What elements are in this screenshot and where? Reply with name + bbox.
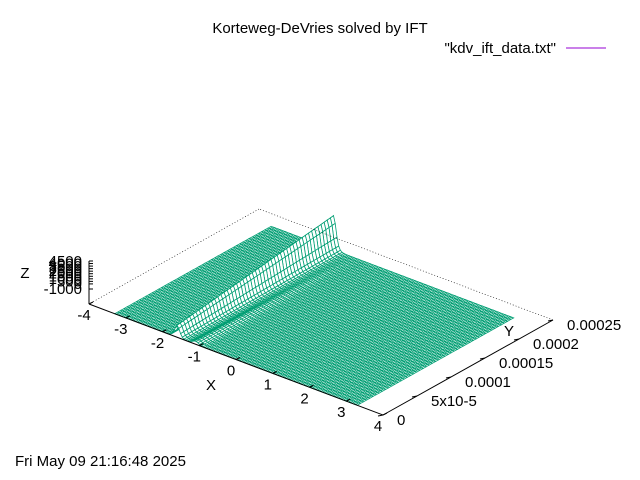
legend-label: "kdv_ift_data.txt"	[444, 40, 556, 57]
surface-mesh	[113, 214, 515, 406]
chart-title: Korteweg-DeVries solved by IFT	[212, 20, 427, 37]
